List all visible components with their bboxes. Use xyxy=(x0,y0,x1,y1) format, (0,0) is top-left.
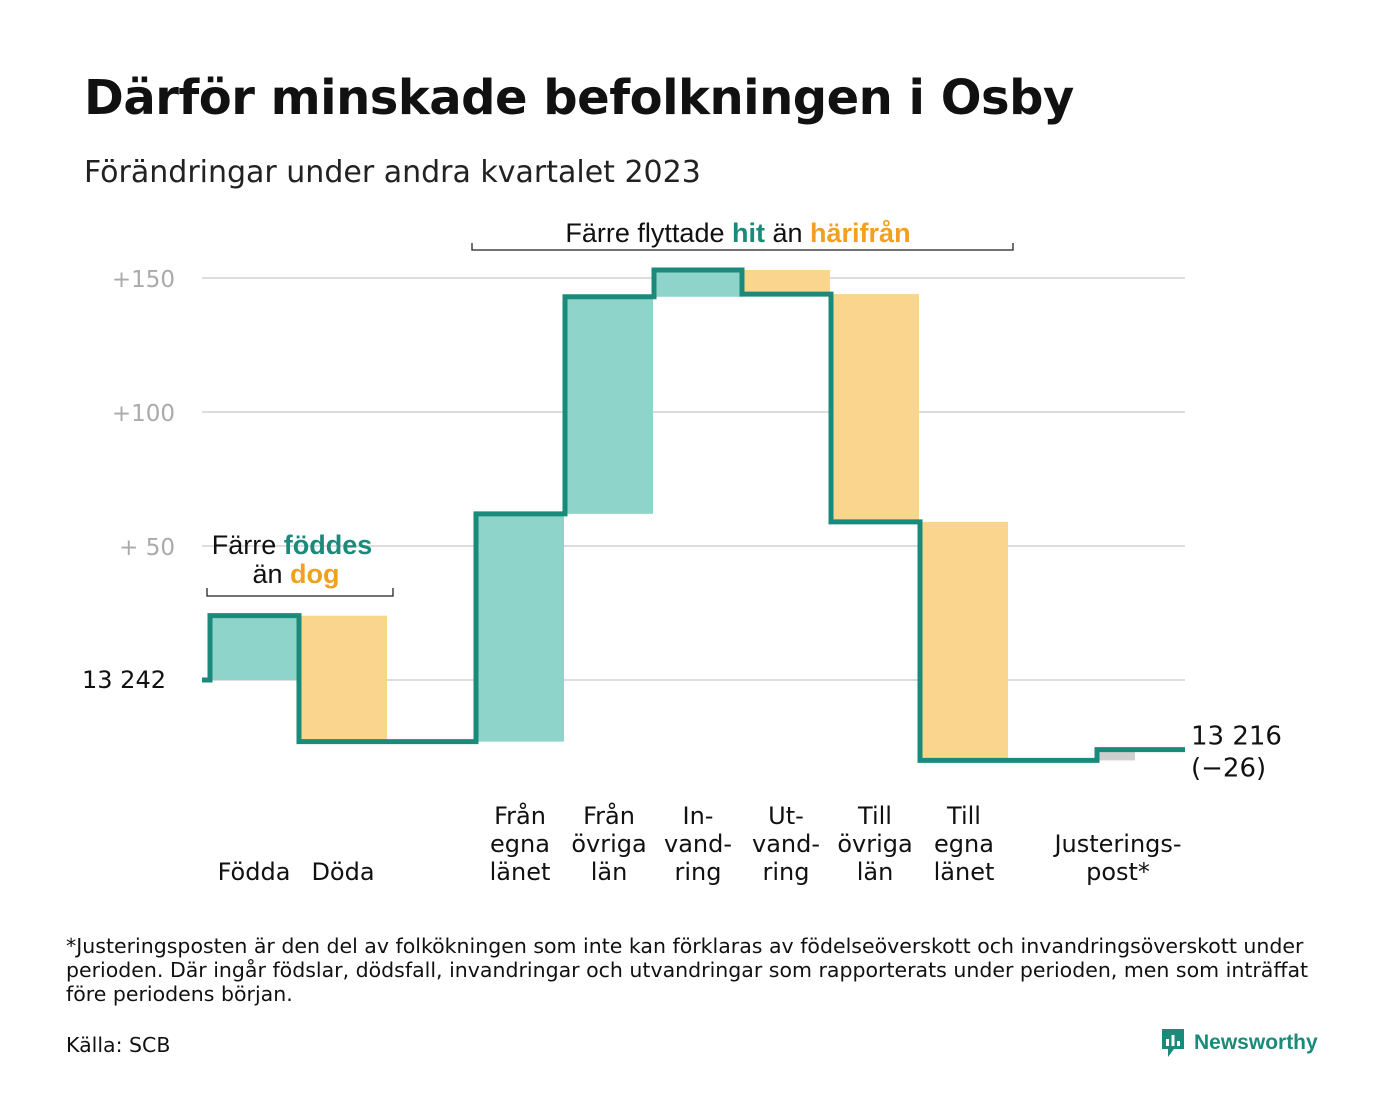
category-label: län xyxy=(591,858,628,886)
population-step-line xyxy=(202,267,1185,763)
category-label: In- xyxy=(683,802,714,830)
waterfall-bar xyxy=(299,615,387,742)
births-bracket xyxy=(206,588,394,597)
category-label: Justerings- xyxy=(1052,830,1181,858)
waterfall-bar xyxy=(476,513,564,742)
category-label: egna xyxy=(934,830,994,858)
waterfall-bar xyxy=(1097,749,1135,761)
category-label: Ut- xyxy=(768,802,804,830)
births-annotation-line2: än dog xyxy=(252,559,339,589)
source-text: Källa: SCB xyxy=(66,1033,171,1057)
category-label: Från xyxy=(583,801,635,830)
brand-name: Newsworthy xyxy=(1194,1031,1318,1054)
category-label: post* xyxy=(1086,858,1150,886)
category-label: län xyxy=(857,858,894,886)
waterfall-bar xyxy=(210,615,298,680)
category-label: egna xyxy=(490,830,550,858)
category-label: länet xyxy=(934,858,995,886)
waterfall-bar xyxy=(831,294,919,522)
page-subtitle: Förändringar under andra kvartalet 2023 xyxy=(84,155,701,190)
end-value-label: 13 216 xyxy=(1191,722,1282,752)
category-label: vand- xyxy=(664,830,732,858)
page-title: Därför minskade befolkningen i Osby xyxy=(84,70,1074,126)
waterfall-bar xyxy=(742,269,830,295)
category-label: vand- xyxy=(752,830,820,858)
y-tick-label: +150 xyxy=(112,267,175,293)
category-label: övriga xyxy=(837,830,912,858)
newsworthy-logo-icon xyxy=(1162,1029,1184,1057)
category-label: länet xyxy=(490,858,551,886)
y-tick-label: + 50 xyxy=(119,535,175,561)
category-label: Döda xyxy=(311,858,374,886)
waterfall-bar xyxy=(654,269,742,297)
end-change-label: (−26) xyxy=(1191,754,1266,784)
waterfall-bar xyxy=(565,296,653,514)
births-annotation-line1: Färre föddes xyxy=(212,530,373,560)
start-value-label: 13 242 xyxy=(82,666,166,694)
migration-bracket xyxy=(471,243,1014,251)
brand-logo: Newsworthy xyxy=(1160,1027,1318,1059)
category-label: ring xyxy=(763,858,810,886)
category-label: Från xyxy=(494,801,546,830)
category-label: övriga xyxy=(571,830,646,858)
waterfall-bar xyxy=(920,521,1008,761)
category-label: Till xyxy=(857,802,892,830)
y-tick-label: +100 xyxy=(112,401,175,427)
category-label: ring xyxy=(675,858,722,886)
category-label: Till xyxy=(946,802,981,830)
category-label: Födda xyxy=(218,858,291,886)
migration-annotation: Färre flyttade hit än härifrån xyxy=(565,218,910,248)
footnote: *Justeringsposten är den del av folkökni… xyxy=(66,934,1309,1006)
